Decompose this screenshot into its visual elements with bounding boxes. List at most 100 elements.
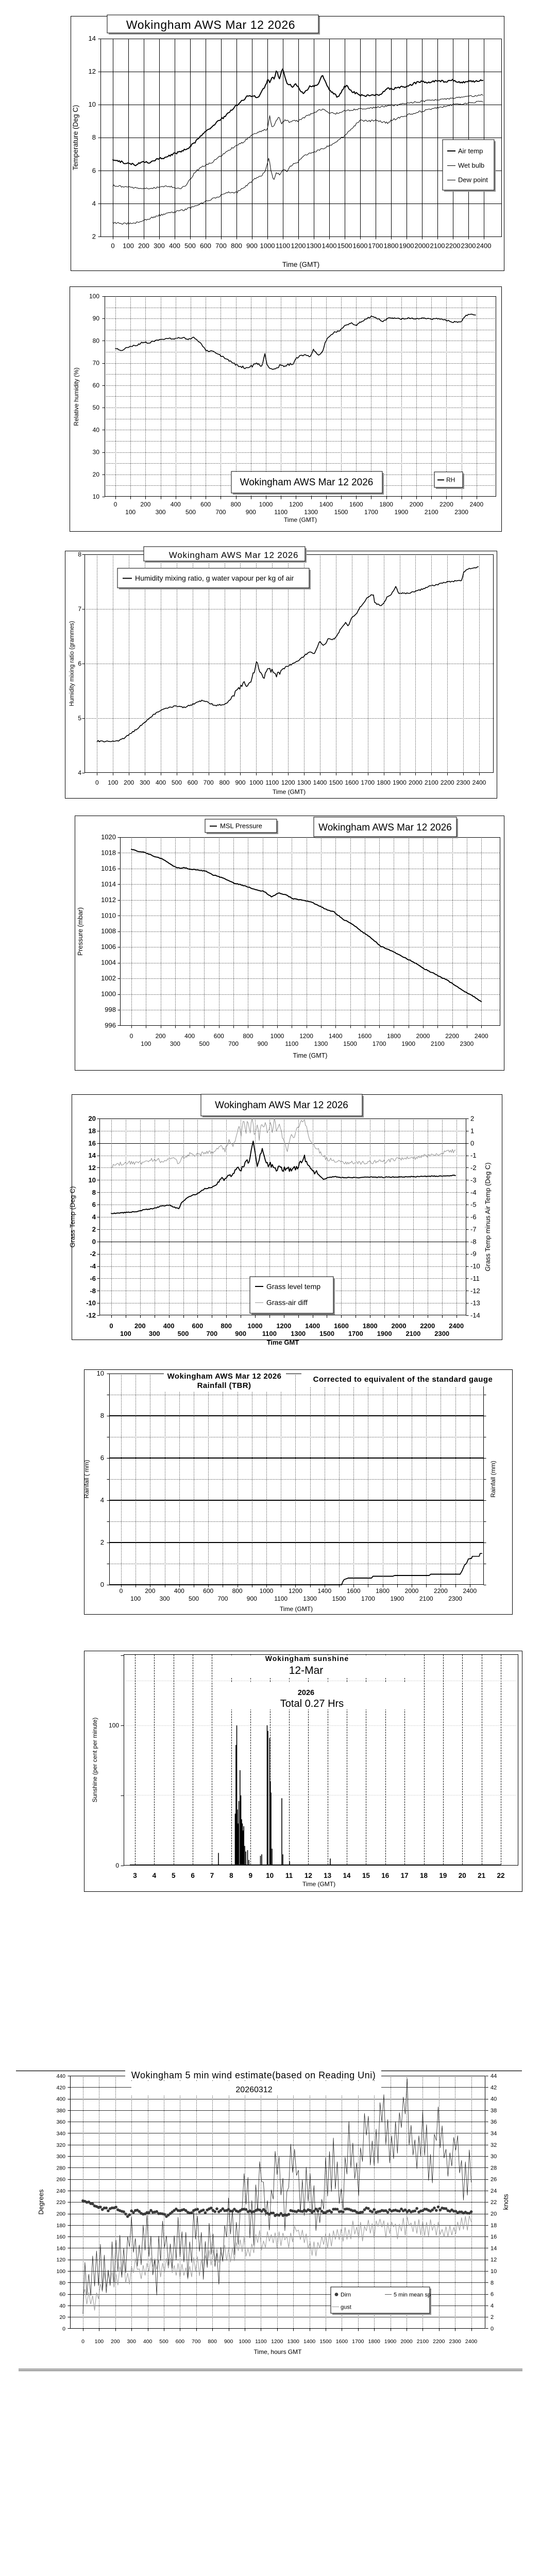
svg-text:2: 2 [92, 232, 96, 240]
svg-text:340: 340 [56, 2130, 65, 2137]
svg-text:1800: 1800 [363, 1322, 378, 1330]
svg-text:2300: 2300 [448, 1595, 462, 1602]
svg-text:1008: 1008 [101, 927, 116, 935]
svg-text:20: 20 [59, 2314, 65, 2320]
svg-text:8: 8 [100, 1412, 104, 1419]
svg-text:4: 4 [491, 2303, 494, 2309]
svg-text:1300: 1300 [303, 1595, 317, 1602]
svg-text:1002: 1002 [101, 974, 116, 982]
svg-text:1300: 1300 [304, 509, 318, 516]
svg-text:1700: 1700 [368, 242, 383, 250]
svg-text:MSL Pressure: MSL Pressure [220, 822, 262, 830]
svg-text:600: 600 [192, 1322, 204, 1330]
svg-text:100: 100 [125, 509, 136, 516]
svg-text:1500: 1500 [329, 779, 343, 786]
svg-text:1400: 1400 [329, 1032, 343, 1040]
svg-text:32: 32 [491, 2142, 497, 2148]
svg-text:140: 140 [56, 2245, 65, 2251]
svg-text:Wokingham sunshine: Wokingham sunshine [265, 1654, 349, 1663]
svg-text:1300: 1300 [291, 1330, 306, 1337]
svg-text:2200: 2200 [439, 501, 453, 508]
svg-text:Grass level temp: Grass level temp [266, 1282, 320, 1291]
svg-text:16: 16 [491, 2234, 497, 2240]
svg-text:Time, hours GMT: Time, hours GMT [254, 2348, 302, 2355]
svg-text:10: 10 [93, 493, 100, 500]
svg-text:1800: 1800 [376, 1587, 390, 1595]
svg-text:Wokingham AWS Mar 12 2026: Wokingham AWS Mar 12 2026 [167, 1372, 282, 1381]
svg-text:44: 44 [491, 2073, 497, 2079]
svg-text:1400: 1400 [313, 779, 327, 786]
svg-text:8: 8 [78, 551, 81, 558]
svg-text:4: 4 [100, 1496, 104, 1504]
svg-text:2200: 2200 [441, 779, 454, 786]
svg-text:1900: 1900 [393, 779, 407, 786]
svg-text:2000: 2000 [405, 1587, 419, 1595]
svg-text:380: 380 [56, 2108, 65, 2114]
svg-text:2400: 2400 [475, 1032, 488, 1040]
svg-text:100: 100 [89, 293, 99, 300]
svg-text:Temperature (Deg C): Temperature (Deg C) [72, 105, 79, 171]
svg-text:900: 900 [246, 509, 256, 516]
svg-text:1100: 1100 [276, 242, 290, 250]
svg-text:Wokingham AWS Mar 12 2026: Wokingham AWS Mar 12 2026 [318, 822, 452, 833]
svg-text:8: 8 [92, 1189, 96, 1196]
svg-text:-13: -13 [470, 1299, 480, 1307]
svg-text:2000: 2000 [416, 1032, 430, 1040]
svg-text:1500: 1500 [319, 2338, 332, 2345]
svg-text:0: 0 [81, 2338, 84, 2345]
svg-text:2000: 2000 [400, 2338, 413, 2345]
svg-text:180: 180 [56, 2223, 65, 2229]
svg-text:16: 16 [89, 1139, 96, 1147]
svg-text:2400: 2400 [472, 779, 486, 786]
svg-text:900: 900 [247, 1595, 257, 1602]
svg-text:2100: 2100 [417, 2338, 429, 2345]
svg-text:2000: 2000 [409, 779, 422, 786]
svg-text:1600: 1600 [349, 501, 363, 508]
svg-text:996: 996 [105, 1021, 116, 1029]
svg-text:10: 10 [266, 1872, 274, 1879]
svg-text:400: 400 [163, 1322, 175, 1330]
svg-text:700: 700 [204, 779, 214, 786]
svg-text:22: 22 [497, 1872, 505, 1879]
svg-text:20: 20 [93, 471, 100, 478]
svg-text:Time (GMT): Time (GMT) [302, 1880, 335, 1888]
svg-text:1900: 1900 [401, 1040, 415, 1047]
svg-text:1200: 1200 [271, 2338, 283, 2345]
svg-text:800: 800 [219, 779, 230, 786]
svg-text:1: 1 [470, 1127, 474, 1134]
svg-text:Humidity mixing ratio, g water: Humidity mixing ratio, g water vapour pe… [135, 574, 294, 582]
svg-text:2200: 2200 [434, 1587, 448, 1595]
svg-text:360: 360 [56, 2119, 65, 2125]
svg-text:2400: 2400 [469, 501, 483, 508]
svg-text:1000: 1000 [239, 2338, 251, 2345]
svg-text:600: 600 [203, 1587, 213, 1595]
svg-text:-9: -9 [470, 1250, 477, 1258]
svg-text:100: 100 [123, 242, 134, 250]
svg-text:1700: 1700 [364, 509, 378, 516]
svg-text:1600: 1600 [358, 1032, 371, 1040]
svg-text:6: 6 [92, 166, 96, 174]
svg-text:1100: 1100 [265, 779, 279, 786]
svg-text:60: 60 [59, 2292, 65, 2298]
svg-text:320: 320 [56, 2142, 65, 2148]
svg-text:300: 300 [160, 1595, 170, 1602]
svg-text:1200: 1200 [299, 1032, 313, 1040]
svg-text:160: 160 [56, 2234, 65, 2240]
svg-text:Wokingham AWS Mar 12 2026: Wokingham AWS Mar 12 2026 [215, 1100, 348, 1111]
svg-text:Time (GMT): Time (GMT) [282, 261, 319, 268]
svg-text:Wokingham AWS Mar 12 2026: Wokingham AWS Mar 12 2026 [169, 550, 299, 560]
svg-text:400: 400 [169, 242, 180, 250]
svg-text:-7: -7 [470, 1225, 477, 1233]
svg-text:8: 8 [229, 1872, 233, 1879]
svg-text:500: 500 [159, 2338, 168, 2345]
svg-text:2400: 2400 [477, 242, 492, 250]
svg-text:1900: 1900 [399, 242, 414, 250]
svg-text:5 min mean sp: 5 min mean sp [394, 2292, 431, 2298]
svg-text:200: 200 [138, 242, 149, 250]
svg-text:2: 2 [92, 1225, 96, 1233]
svg-text:600: 600 [200, 501, 211, 508]
svg-text:1200: 1200 [276, 1322, 291, 1330]
svg-text:800: 800 [221, 1322, 232, 1330]
svg-text:900: 900 [246, 242, 258, 250]
svg-text:6: 6 [92, 1201, 96, 1209]
